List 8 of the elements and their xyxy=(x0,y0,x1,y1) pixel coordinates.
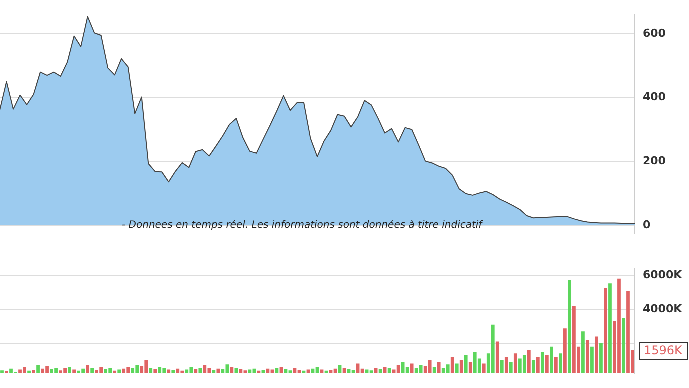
y-tick-label: 600 xyxy=(643,26,666,40)
y-tick-label: 4000K xyxy=(643,302,683,316)
annotation: - Donnees en temps réel. Les informations sont données à titre indicatif xyxy=(122,220,484,232)
text: 1596K xyxy=(644,343,684,358)
y-tick-label: 200 xyxy=(643,154,666,168)
y-tick-label: 0 xyxy=(643,218,651,232)
y-tick-label: 6000K xyxy=(643,268,683,282)
y-tick-label: 400 xyxy=(643,90,666,104)
